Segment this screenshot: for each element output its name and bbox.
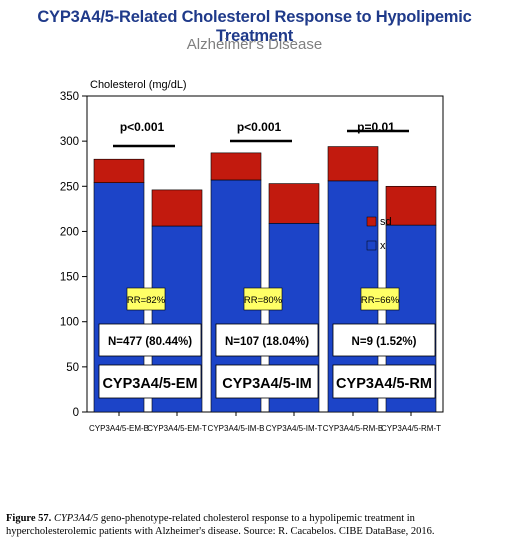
genotype-box: [98, 364, 202, 399]
n-box: [332, 323, 436, 357]
rr-box: [243, 287, 283, 311]
bar-sd: [151, 189, 203, 227]
x-tick-label: CYP3A4/5-EM-T: [147, 424, 207, 433]
y-axis-label: Cholesterol (mg/dL): [90, 79, 187, 91]
caption-gene: CYP3A4/5: [53, 513, 99, 524]
x-tick-label: CYP3A4/5-RM-T: [381, 424, 441, 433]
figure-caption: Figure 57. CYP3A4/5 geno-phenotype-relat…: [6, 512, 504, 538]
n-label: N=107 (18.04%): [225, 336, 309, 348]
x-tick-label: CYP3A4/5-IM-B: [208, 424, 265, 433]
y-tick-label: 0: [73, 407, 79, 419]
genotype-label: CYP3A4/5-IM: [222, 376, 311, 392]
legend-label: x: [380, 240, 386, 252]
bar-sd: [268, 183, 320, 224]
y-tick-label: 100: [60, 317, 79, 329]
rr-label: RR=66%: [361, 295, 400, 306]
rr-box: [360, 287, 400, 311]
n-box: [215, 323, 319, 357]
genotype-box: [332, 364, 436, 399]
genotype-box: [215, 364, 319, 399]
plot-area: 050100150200250300350CYP3A4/5-EM-BCYP3A4…: [60, 91, 444, 433]
y-tick-label: 50: [66, 362, 79, 374]
x-tick-label: CYP3A4/5-RM-B: [323, 424, 383, 433]
legend-swatch: [366, 216, 377, 227]
n-label: N=9 (1.52%): [352, 336, 417, 348]
n-label: N=477 (80.44%): [108, 336, 192, 348]
plot-frame: [86, 95, 444, 413]
genotype-label: CYP3A4/5-EM: [102, 376, 197, 392]
y-tick-label: 350: [60, 91, 79, 103]
p-value-label: p<0.001: [237, 120, 282, 134]
x-tick-label: CYP3A4/5-EM-B: [89, 424, 149, 433]
caption-text: geno-phenotype-related cholesterol respo…: [6, 513, 435, 537]
y-tick-label: 200: [60, 226, 79, 238]
rr-box: [126, 287, 166, 311]
rr-label: RR=80%: [244, 295, 283, 306]
bar-sd: [210, 152, 262, 181]
chart-subtitle: Alzheimer's Disease: [186, 36, 323, 53]
rr-label: RR=82%: [127, 295, 166, 306]
bar-sd: [327, 146, 379, 182]
x-tick-label: CYP3A4/5-IM-T: [266, 424, 323, 433]
p-value-label: p<0.001: [120, 120, 165, 134]
legend-label: sd: [380, 216, 392, 228]
genotype-label: CYP3A4/5-RM: [336, 376, 432, 392]
bar-chart: Cholesterol (mg/dL) 0 50 100 150 200 250 300 35…: [60, 79, 444, 433]
chart-title: CYP3A4/5-Related Cholesterol Response to…: [37, 8, 472, 45]
bar-sd: [385, 185, 437, 226]
y-tick-label: 250: [60, 181, 79, 193]
y-tick-label: 300: [60, 136, 79, 148]
legend-swatch: [366, 240, 377, 251]
y-tick-label: 150: [60, 272, 79, 284]
bar-sd: [93, 158, 145, 183]
n-box: [98, 323, 202, 357]
caption-figure-label: Figure 57.: [6, 513, 52, 524]
